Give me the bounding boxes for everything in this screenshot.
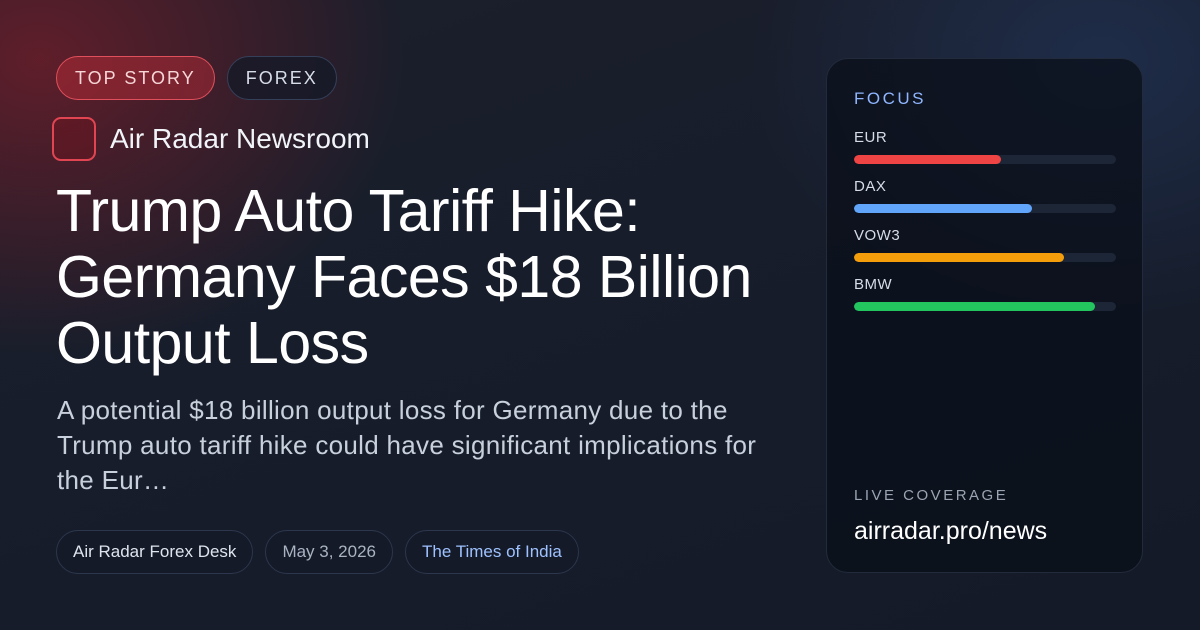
focus-item-vow3: VOW3 [854,227,1116,262]
focus-panel: FOCUS EUR DAX VOW3 BMW LIVE COVERAGE air… [826,58,1143,573]
newsroom-logo-icon [52,117,96,161]
focus-bar-track [854,302,1116,311]
focus-bar-fill [854,253,1064,262]
focus-label: FOCUS [854,89,926,108]
focus-item-dax: DAX [854,178,1116,213]
article-meta: Air Radar Forex Desk May 3, 2026 The Tim… [56,530,579,574]
tag-list: TOP STORY FOREX [56,56,337,100]
focus-bar-track [854,253,1116,262]
focus-item-label: DAX [854,178,887,195]
focus-item-bmw: BMW [854,276,1116,311]
tag-forex[interactable]: FOREX [226,56,337,100]
source-pill[interactable]: The Times of India [405,530,579,574]
article-summary: A potential $18 billion output loss for … [57,395,757,495]
date-pill: May 3, 2026 [265,530,393,574]
focus-bar-fill [854,302,1096,311]
newsroom-name: Air Radar Newsroom [110,123,370,154]
tag-top-story[interactable]: TOP STORY [56,56,215,100]
live-coverage-label: LIVE COVERAGE [854,487,1009,504]
focus-bar-track [854,155,1116,164]
focus-item-label: EUR [854,129,888,146]
desk-pill: Air Radar Forex Desk [56,530,254,574]
focus-bar-fill [854,155,1001,164]
live-coverage-link[interactable]: airradar.pro/news [854,517,1048,545]
focus-bar-fill [854,204,1033,213]
headline: Trump Auto Tariff Hike: Germany Faces $1… [56,178,752,376]
focus-item-label: VOW3 [854,227,901,244]
newsroom-brand: Air Radar Newsroom [52,117,370,161]
focus-item-label: BMW [854,276,893,293]
focus-item-eur: EUR [854,129,1116,164]
focus-bar-track [854,204,1116,213]
